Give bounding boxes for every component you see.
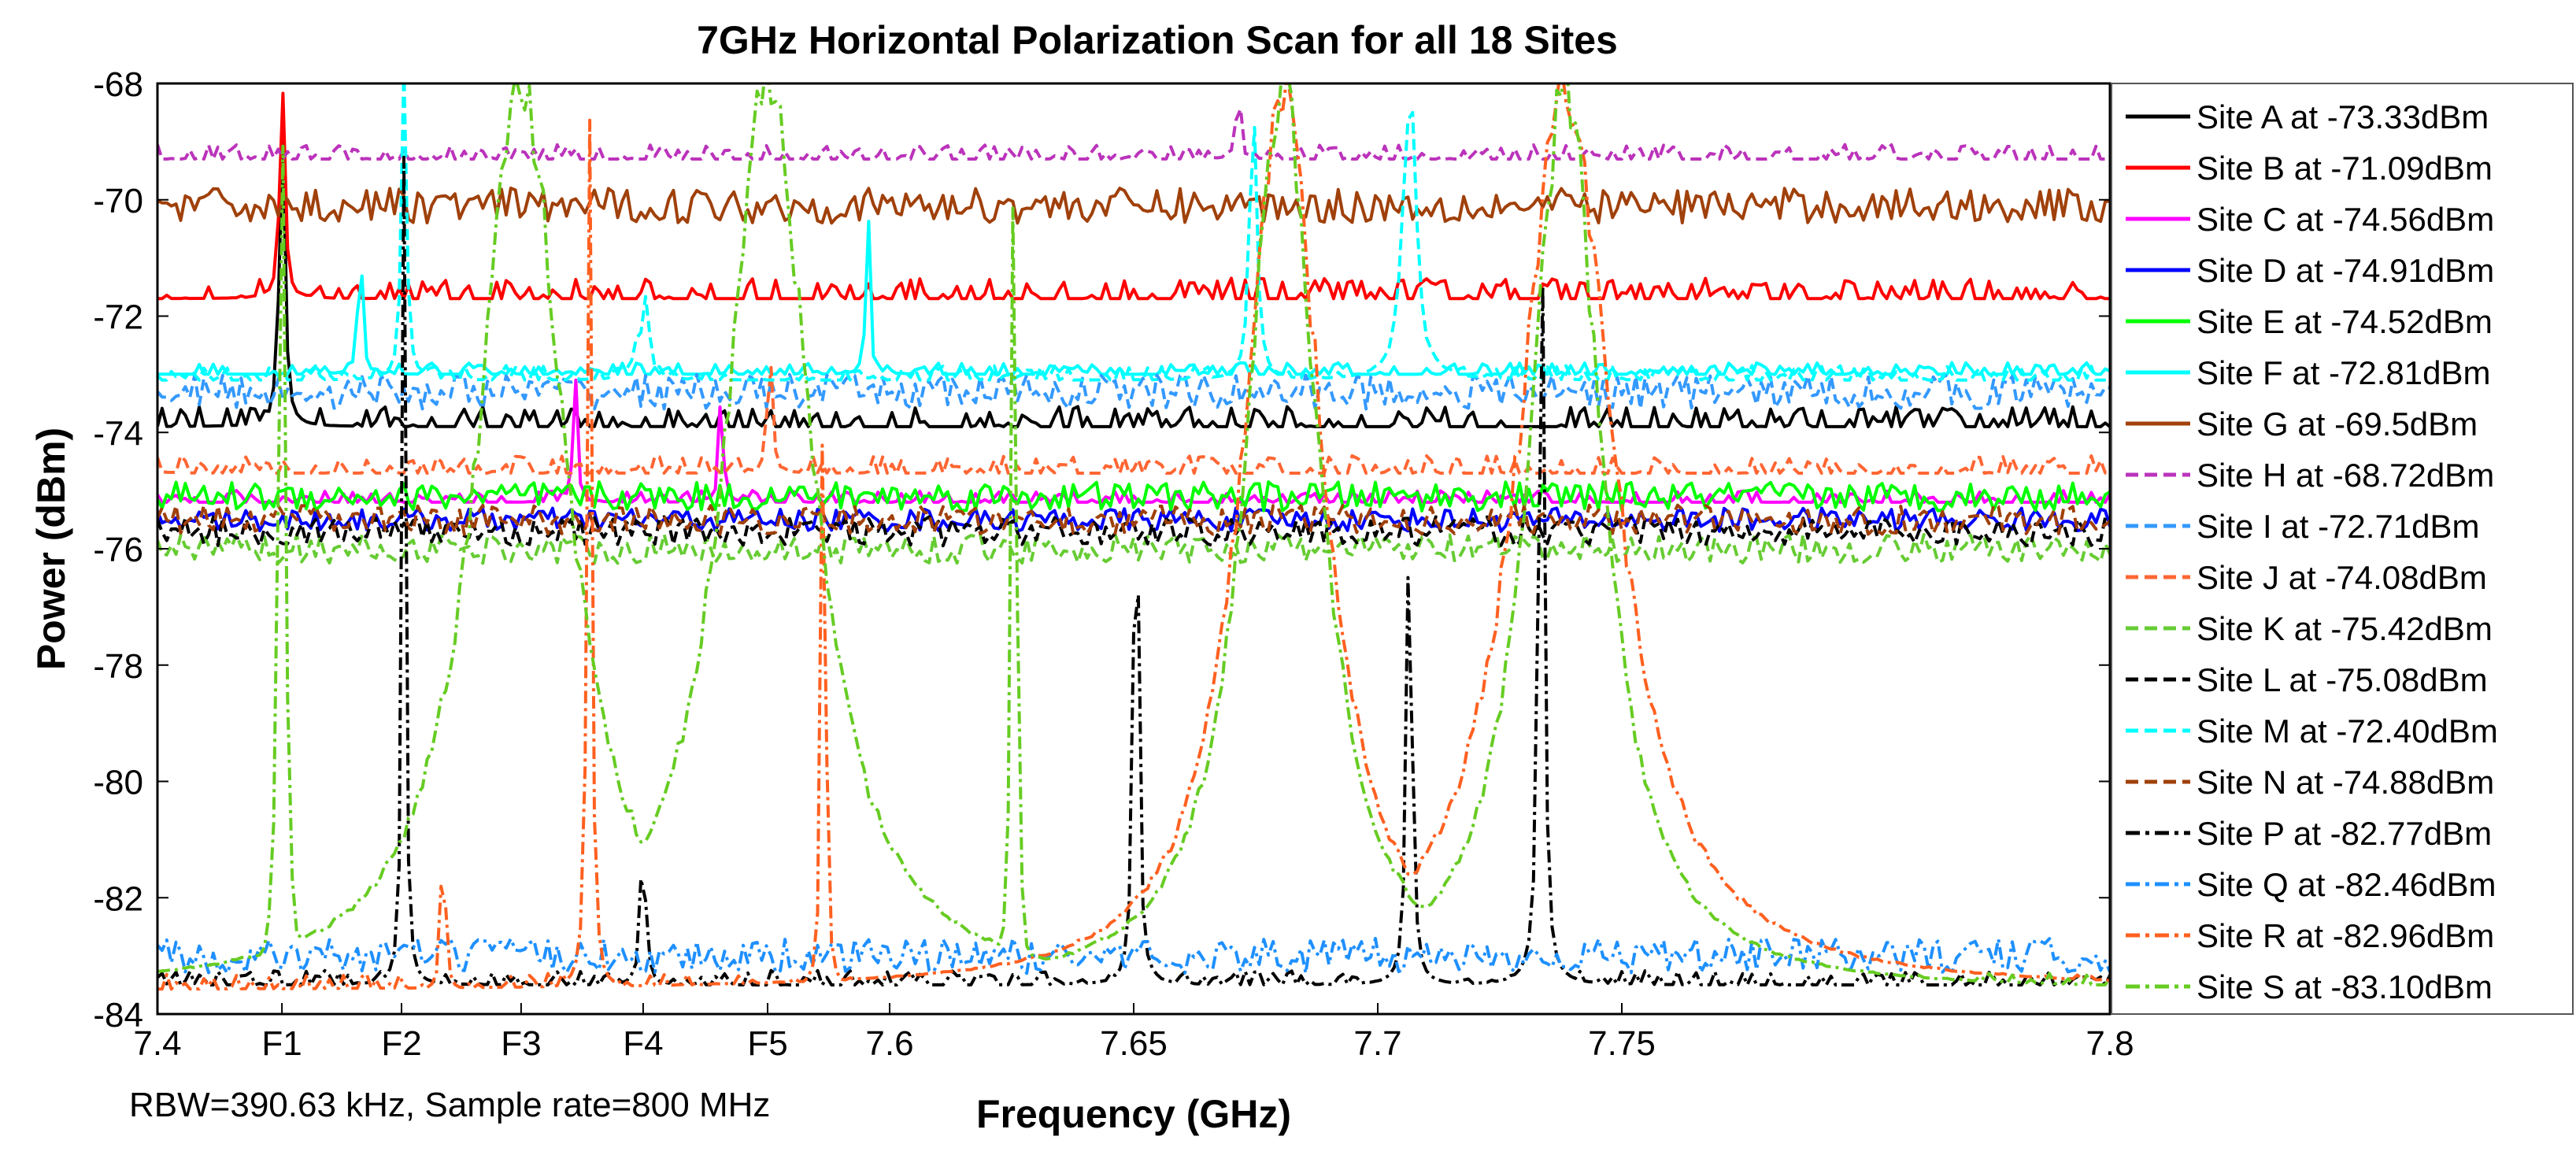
legend-entry: Site R at -82.96dBm bbox=[2197, 917, 2494, 954]
legend-entry: Site L at -75.08dBm bbox=[2197, 661, 2488, 698]
x-axis: 7.4 F1 F2 F3 F4 F5 7.6 7.65 7.7 7.75 7.8 bbox=[133, 1003, 2134, 1063]
legend-entry: Site K at -75.42dBm bbox=[2197, 610, 2493, 647]
y-tick-label: -78 bbox=[93, 647, 143, 686]
legend-entry: Site Q at -82.46dBm bbox=[2197, 866, 2496, 903]
legend-box bbox=[2111, 83, 2574, 1015]
x-tick-label: F2 bbox=[381, 1024, 421, 1063]
series-line-site-n bbox=[157, 503, 2110, 536]
legend-entry: Site D at -74.91dBm bbox=[2197, 252, 2494, 289]
series-line-site-a bbox=[157, 135, 2110, 428]
series-line-site-h bbox=[157, 107, 2110, 161]
x-tick-label: F3 bbox=[501, 1024, 541, 1063]
series-line-site-b bbox=[157, 91, 2110, 301]
x-tick-label: 7.65 bbox=[1100, 1024, 1168, 1063]
series-line-site-g bbox=[157, 187, 2110, 225]
x-tick-label: F5 bbox=[747, 1024, 787, 1063]
series-line-site-e bbox=[157, 480, 2110, 513]
series-line-site-r bbox=[157, 83, 2110, 991]
legend-entry: Site C at -74.56dBm bbox=[2197, 201, 2494, 238]
legend-entry: Site H at -68.72dBm bbox=[2197, 457, 2494, 494]
x-axis-label: Frequency (GHz) bbox=[976, 1092, 1291, 1136]
y-axis-label: Power (dBm) bbox=[29, 428, 73, 670]
legend-entry: Site M at -72.40dBm bbox=[2197, 713, 2498, 750]
x-tick-label: F1 bbox=[261, 1024, 302, 1063]
legend-entry: Site N at -74.88dBm bbox=[2197, 764, 2494, 801]
y-tick-label: -70 bbox=[93, 182, 143, 220]
series-line-site-c bbox=[157, 378, 2110, 504]
series-line-site-m bbox=[157, 83, 2110, 382]
series-line-site-p bbox=[157, 155, 2110, 986]
y-tick-label: -68 bbox=[93, 65, 143, 104]
legend-entry: Site F at -72.81dBm bbox=[2197, 354, 2491, 391]
series-line-site-j bbox=[157, 365, 2110, 475]
footnote: RBW=390.63 kHz, Sample rate=800 MHz bbox=[129, 1086, 770, 1124]
y-tick-label: -74 bbox=[93, 414, 143, 453]
legend-entry: Site I at -72.71dBm bbox=[2197, 508, 2480, 545]
series-line-site-i bbox=[157, 372, 2110, 411]
x-tick-label: 7.7 bbox=[1353, 1024, 1401, 1063]
chart-title: 7GHz Horizontal Polarization Scan for al… bbox=[697, 18, 1618, 62]
legend-entry: Site B at -71.09dBm bbox=[2197, 150, 2493, 187]
series-line-site-d bbox=[157, 506, 2110, 533]
y-axis: -84 -82 -80 -78 -76 -74 -72 -70 -68 bbox=[93, 65, 2110, 1035]
legend-entry: Site E at -74.52dBm bbox=[2197, 303, 2493, 340]
y-tick-label: -72 bbox=[93, 298, 143, 337]
x-tick-label: 7.75 bbox=[1588, 1024, 1656, 1063]
series-layer bbox=[157, 83, 2110, 991]
series-line-site-s bbox=[157, 83, 2110, 986]
series-line-site-k bbox=[157, 532, 2110, 565]
series-line-site-f bbox=[157, 220, 2110, 376]
legend-entry: Site J at -74.08dBm bbox=[2197, 559, 2487, 596]
y-tick-label: -80 bbox=[93, 764, 143, 802]
y-tick-label: -82 bbox=[93, 879, 143, 918]
x-tick-label: 7.8 bbox=[2086, 1024, 2134, 1063]
legend-entry: Site G at -69.5dBm bbox=[2197, 405, 2478, 442]
legend-entry: Site P at -82.77dBm bbox=[2197, 815, 2492, 852]
x-tick-label: F4 bbox=[623, 1024, 663, 1063]
y-tick-label: -76 bbox=[93, 531, 143, 569]
x-tick-label: 7.4 bbox=[133, 1024, 181, 1063]
x-tick-label: 7.6 bbox=[865, 1024, 913, 1063]
legend: Site A at -73.33dBm Site B at -71.09dBm Si… bbox=[2126, 98, 2498, 1005]
legend-entry: Site S at -83.10dBm bbox=[2197, 968, 2493, 1005]
y-tick-label: -84 bbox=[93, 996, 143, 1035]
legend-entry: Site A at -73.33dBm bbox=[2197, 98, 2489, 135]
